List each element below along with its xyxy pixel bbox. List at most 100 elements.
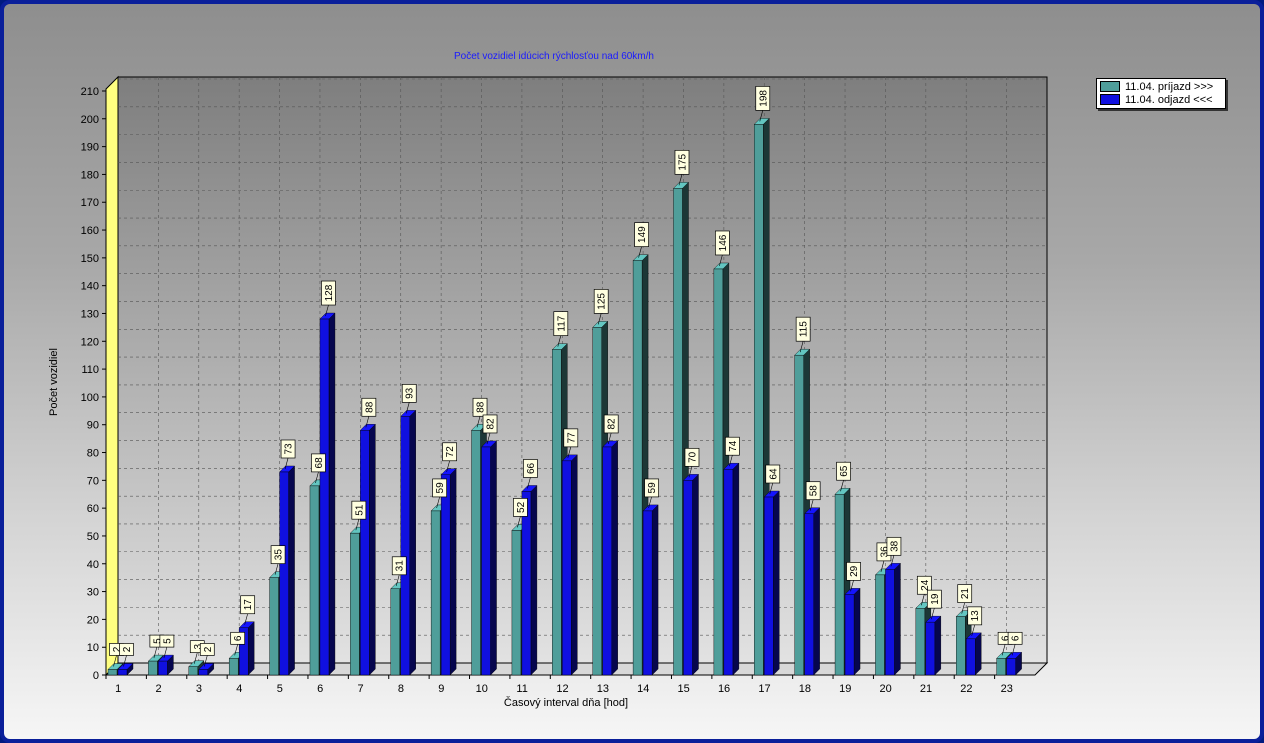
plot-area: 0102030405060708090100110120130140150160… — [81, 75, 1049, 695]
data-label-departure: 29 — [849, 565, 860, 577]
data-label-arrival: 52 — [516, 501, 527, 513]
legend-swatch-arrival — [1100, 81, 1120, 92]
data-label-box — [644, 478, 659, 498]
data-label-box — [553, 311, 569, 336]
bar-arrival-4 — [228, 658, 239, 676]
data-label-departure: 77 — [566, 432, 577, 444]
data-label-leader — [163, 647, 168, 659]
data-label-box — [361, 397, 377, 417]
data-label-arrival: 21 — [960, 588, 971, 600]
y-tick-label: 210 — [81, 86, 99, 98]
y-tick-label: 140 — [81, 281, 99, 293]
x-tick-label: 20 — [880, 683, 892, 695]
y-tick-label: 90 — [87, 420, 99, 432]
data-label-departure: 128 — [324, 284, 335, 301]
data-label-box — [321, 280, 336, 306]
data-label-departure: 2 — [203, 646, 214, 652]
data-label-leader — [395, 574, 400, 586]
y-tick-label: 80 — [87, 448, 99, 460]
legend-entry-departure: 11.04. odjazd <<< — [1100, 93, 1222, 106]
legend-label-arrival: 11.04. príjazd >>> — [1125, 80, 1214, 93]
data-label-departure: 17 — [243, 599, 254, 611]
data-label-leader — [799, 341, 804, 353]
data-label-leader — [486, 432, 491, 445]
data-label-departure: 13 — [970, 610, 981, 622]
bar-arrival-20 — [875, 574, 885, 676]
bar-departure-3 — [198, 669, 208, 676]
data-label-box — [684, 447, 700, 467]
bar-side — [490, 440, 497, 676]
data-label-leader — [648, 496, 652, 509]
data-label-leader — [355, 519, 360, 531]
data-label-leader — [234, 644, 238, 656]
bar-arrival-11 — [511, 530, 522, 676]
data-label-leader — [971, 624, 976, 636]
data-label-arrival: 51 — [354, 504, 365, 516]
bar-side — [651, 504, 659, 676]
x-tick-label: 7 — [357, 683, 363, 695]
bar-arrival-3 — [188, 666, 198, 676]
y-tick-label: 100 — [81, 392, 99, 404]
data-label-arrival: 198 — [758, 90, 769, 107]
bar-side — [288, 465, 295, 676]
bar-side — [409, 409, 416, 676]
data-label-leader — [769, 482, 774, 495]
data-label-box — [563, 428, 579, 448]
legend-swatch-departure — [1100, 94, 1120, 105]
data-label-arrival: 36 — [879, 546, 890, 558]
x-tick-label: 11 — [516, 683, 527, 695]
legend: 11.04. príjazd >>> 11.04. odjazd <<< — [1096, 78, 1226, 109]
y-tick-label: 20 — [87, 614, 99, 626]
x-axis-label: Časový interval dňa [hod] — [504, 696, 628, 709]
bar-side — [773, 490, 780, 676]
data-label-box — [351, 500, 367, 520]
data-label-leader — [244, 613, 248, 625]
y-tick-label: 0 — [93, 670, 99, 682]
x-tick-label: 14 — [637, 683, 649, 695]
x-tick-label: 17 — [758, 683, 770, 695]
bar-arrival-22 — [956, 616, 966, 676]
data-label-leader — [203, 655, 208, 667]
legend-entry-arrival: 11.04. príjazd >>> — [1100, 80, 1222, 93]
bar-side — [692, 473, 699, 676]
x-tick-label: 8 — [398, 683, 404, 695]
data-label-box — [805, 481, 821, 501]
data-label-leader — [759, 110, 764, 122]
x-tick-label: 19 — [839, 683, 851, 695]
bar-side — [449, 468, 457, 676]
data-label-departure: 73 — [284, 443, 295, 455]
data-label-arrival: 125 — [597, 293, 608, 310]
data-label-box — [391, 556, 407, 576]
bar-side — [975, 632, 982, 676]
data-label-box — [270, 545, 286, 565]
bar-departure-20 — [885, 569, 895, 676]
data-label-leader — [921, 594, 925, 606]
x-tick-label: 12 — [556, 683, 568, 695]
data-label-arrival: 24 — [920, 579, 931, 591]
bar-departure-14 — [642, 510, 653, 676]
bar-arrival-17 — [754, 124, 764, 676]
data-label-leader — [809, 499, 814, 511]
data-label-leader — [476, 416, 481, 428]
data-label-box — [472, 397, 488, 417]
data-label-box — [886, 536, 902, 556]
bar-arrival-6 — [309, 485, 320, 676]
data-label-leader — [638, 246, 642, 258]
x-tick-label: 13 — [597, 683, 609, 695]
data-label-box — [765, 464, 781, 484]
data-label-leader — [123, 655, 127, 667]
x-tick-label: 21 — [920, 683, 932, 695]
data-label-arrival: 149 — [637, 226, 648, 243]
bar-arrival-23 — [996, 658, 1006, 676]
bar-arrival-14 — [632, 260, 643, 676]
x-tick-label: 5 — [277, 683, 283, 695]
data-label-leader — [1011, 644, 1016, 656]
data-label-leader — [527, 477, 531, 489]
data-label-arrival: 175 — [677, 154, 688, 171]
data-label-leader — [365, 416, 370, 428]
y-tick-label: 150 — [81, 253, 99, 265]
data-label-leader — [729, 455, 733, 467]
data-label-box — [159, 634, 175, 648]
bar-arrival-8 — [390, 588, 400, 676]
data-label-box — [836, 461, 851, 481]
